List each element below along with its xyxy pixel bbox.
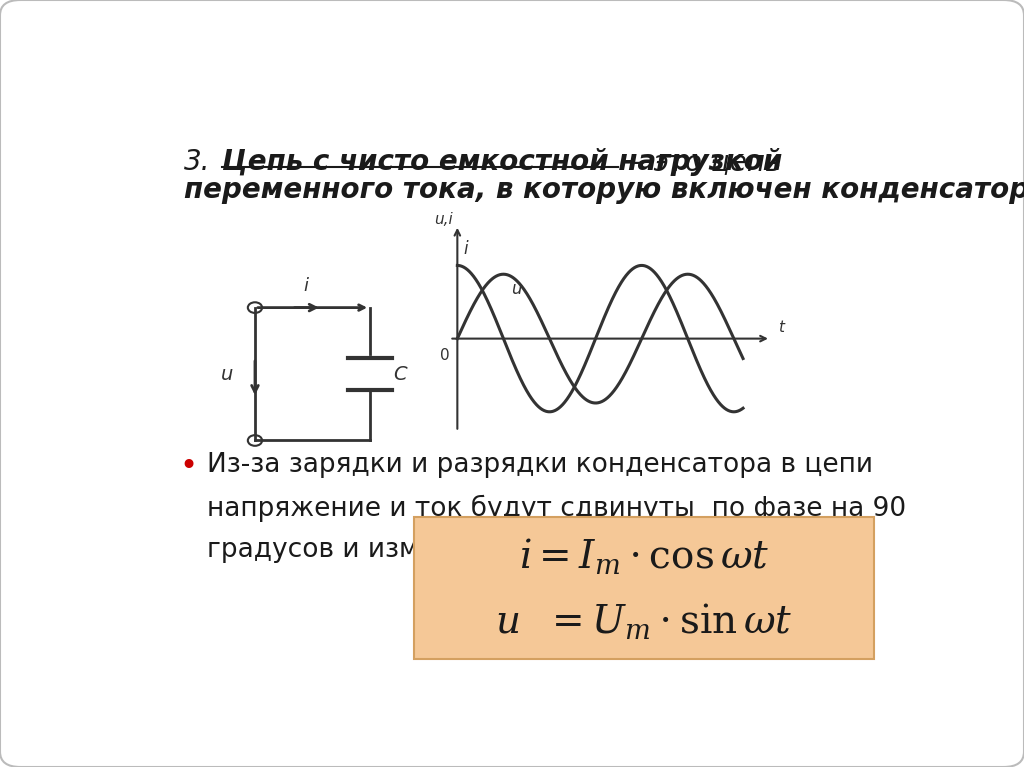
Text: C: C — [393, 364, 407, 384]
Text: •: • — [179, 453, 198, 482]
Text: переменного тока, в которую включен конденсатор.: переменного тока, в которую включен конд… — [183, 176, 1024, 204]
FancyBboxPatch shape — [414, 517, 873, 659]
Text: 3.: 3. — [183, 148, 210, 176]
Text: u: u — [512, 280, 522, 298]
Text: u: u — [221, 364, 233, 384]
Text: Из-за зарядки и разрядки конденсатора в цепи: Из-за зарядки и разрядки конденсатора в … — [207, 453, 873, 479]
Text: u,i: u,i — [434, 212, 453, 226]
Text: Цепь с чисто емкостной нагрузкой: Цепь с чисто емкостной нагрузкой — [221, 148, 782, 176]
Text: 0: 0 — [440, 347, 450, 363]
Text: $u\ \ = U_m \cdot \sin \omega t$: $u\ \ = U_m \cdot \sin \omega t$ — [495, 601, 793, 640]
Text: t: t — [778, 321, 784, 335]
Text: – это цепь: – это цепь — [622, 148, 781, 176]
Text: $i = I_m \cdot \cos \omega t$: $i = I_m \cdot \cos \omega t$ — [518, 535, 769, 575]
Text: i: i — [464, 240, 468, 258]
Text: i: i — [303, 277, 308, 295]
Text: напряжение и ток будут сдвинуты  по фазе на 90: напряжение и ток будут сдвинуты по фазе … — [207, 495, 906, 522]
Text: градусов и изменяются по законам:: градусов и изменяются по законам: — [207, 538, 712, 563]
